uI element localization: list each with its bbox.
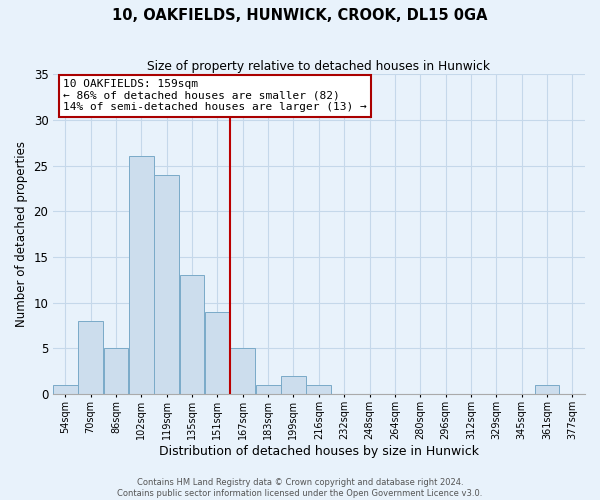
Text: 10, OAKFIELDS, HUNWICK, CROOK, DL15 0GA: 10, OAKFIELDS, HUNWICK, CROOK, DL15 0GA: [112, 8, 488, 22]
X-axis label: Distribution of detached houses by size in Hunwick: Distribution of detached houses by size …: [159, 444, 479, 458]
Bar: [78, 321, 103, 394]
Bar: [256, 385, 281, 394]
Bar: [230, 348, 255, 394]
Bar: [179, 275, 205, 394]
Title: Size of property relative to detached houses in Hunwick: Size of property relative to detached ho…: [147, 60, 490, 73]
Text: 10 OAKFIELDS: 159sqm
← 86% of detached houses are smaller (82)
14% of semi-detac: 10 OAKFIELDS: 159sqm ← 86% of detached h…: [63, 79, 367, 112]
Bar: [535, 385, 559, 394]
Bar: [307, 385, 331, 394]
Y-axis label: Number of detached properties: Number of detached properties: [15, 141, 28, 327]
Bar: [154, 174, 179, 394]
Bar: [129, 156, 154, 394]
Bar: [281, 376, 306, 394]
Bar: [53, 385, 77, 394]
Bar: [104, 348, 128, 394]
Bar: [205, 312, 230, 394]
Text: Contains HM Land Registry data © Crown copyright and database right 2024.
Contai: Contains HM Land Registry data © Crown c…: [118, 478, 482, 498]
